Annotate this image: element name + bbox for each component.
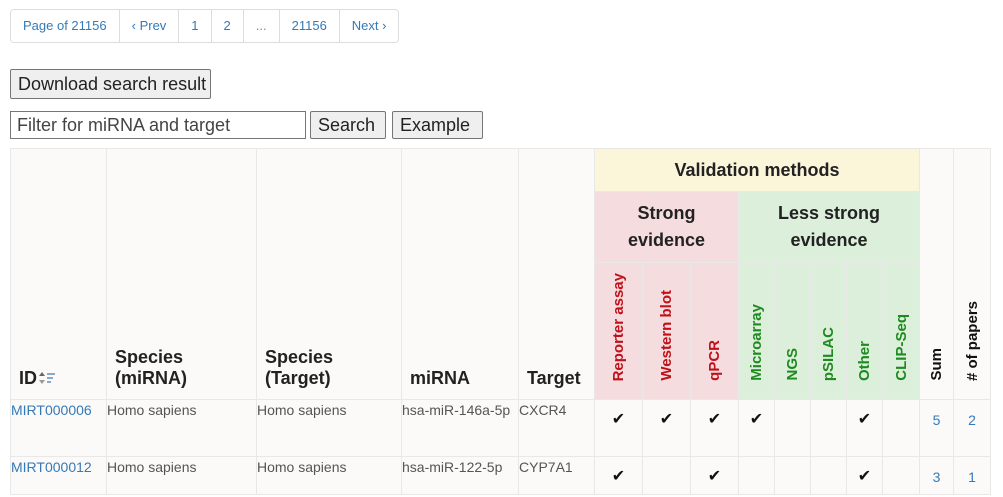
ngs-check-icon — [774, 456, 811, 495]
microarray-label: Microarray — [748, 304, 765, 381]
mirna-cell: hsa-miR-122-5p — [401, 456, 519, 495]
sum-link[interactable]: 5 — [919, 399, 955, 457]
clip-seq-check-icon — [881, 456, 921, 495]
less-strong-evidence-line1: Less strong — [778, 203, 881, 223]
species-mirna-cell: Homo sapiens — [106, 456, 257, 495]
western-blot-check-icon: ✔ — [642, 399, 691, 457]
download-search-result-button[interactable]: Download search result — [10, 69, 211, 99]
results-table: ID Species (miRNA) Species (Target) miRN… — [10, 148, 992, 495]
ngs-check-icon — [774, 399, 811, 457]
qpcr-header: qPCR — [690, 262, 739, 400]
sum-header-label: Sum — [928, 348, 946, 381]
other-check-icon: ✔ — [846, 456, 883, 495]
mirt-id-link[interactable]: MIRT000006 — [10, 399, 107, 457]
papers-column-header: # of papers — [953, 148, 992, 400]
filter-input[interactable] — [10, 111, 306, 139]
western-blot-header: Western blot — [642, 262, 691, 400]
microarray-header: Microarray — [738, 262, 775, 400]
papers-link[interactable]: 1 — [953, 456, 992, 495]
next-page-link[interactable]: Next › — [338, 10, 399, 42]
species-mirna-header-line1: Species — [115, 347, 184, 367]
psilac-label: pSILAC — [820, 326, 837, 381]
clip-seq-header: CLIP-Seq — [881, 262, 921, 400]
reporter-assay-check-icon: ✔ — [594, 399, 643, 457]
validation-methods-header: Validation methods — [593, 148, 921, 192]
target-column-header: Target — [518, 148, 595, 400]
microarray-check-icon: ✔ — [738, 399, 775, 457]
qpcr-check-icon: ✔ — [690, 456, 739, 495]
target-cell: CXCR4 — [518, 399, 595, 457]
species-target-cell: Homo sapiens — [256, 456, 402, 495]
page-1-link[interactable]: 1 — [178, 10, 211, 42]
mirna-cell: hsa-miR-146a-5p — [401, 399, 519, 457]
sort-icon[interactable] — [38, 369, 56, 384]
mirt-id-link[interactable]: MIRT000012 — [10, 456, 107, 495]
species-target-header-line1: Species — [265, 347, 334, 367]
ngs-label: NGS — [784, 348, 801, 381]
last-page-link[interactable]: 21156 — [278, 10, 339, 42]
reporter-assay-header: Reporter assay — [594, 262, 643, 400]
papers-link[interactable]: 2 — [953, 399, 992, 457]
species-target-cell: Homo sapiens — [256, 399, 402, 457]
strong-evidence-line2: evidence — [627, 230, 706, 250]
search-button[interactable]: Search — [310, 111, 386, 139]
pagination: Page of 21156 ‹ Prev 1 2 ... 21156 Next … — [10, 9, 400, 43]
sum-link[interactable]: 3 — [919, 456, 955, 495]
species-target-column-header[interactable]: Species (Target) — [256, 148, 402, 400]
other-header: Other — [846, 262, 883, 400]
ngs-header: NGS — [774, 262, 811, 400]
qpcr-check-icon: ✔ — [690, 399, 739, 457]
id-column-header[interactable]: ID — [10, 148, 107, 400]
qpcr-label: qPCR — [706, 340, 723, 381]
species-mirna-column-header[interactable]: Species (miRNA) — [106, 148, 257, 400]
reporter-assay-check-icon: ✔ — [594, 456, 643, 495]
reporter-assay-label: Reporter assay — [610, 272, 627, 381]
psilac-check-icon — [810, 399, 847, 457]
target-cell: CYP7A1 — [518, 456, 595, 495]
table-row: MIRT000006 Homo sapiens Homo sapiens hsa… — [10, 399, 992, 457]
page-of-label: Page of 21156 — [11, 10, 119, 42]
psilac-header: pSILAC — [810, 262, 847, 400]
species-mirna-cell: Homo sapiens — [106, 399, 257, 457]
strong-evidence-header: Strong evidence — [594, 191, 739, 263]
clip-seq-check-icon — [881, 399, 921, 457]
page-2-link[interactable]: 2 — [210, 10, 243, 42]
id-header-label: ID — [19, 368, 37, 388]
prev-page-link[interactable]: ‹ Prev — [118, 10, 179, 42]
species-target-header-line2: (Target) — [265, 368, 331, 388]
table-row: MIRT000012 Homo sapiens Homo sapiens hsa… — [10, 456, 992, 495]
species-mirna-header-line2: (miRNA) — [115, 368, 187, 388]
less-strong-evidence-line2: evidence — [790, 230, 868, 250]
clip-seq-label: CLIP-Seq — [892, 314, 910, 381]
other-check-icon: ✔ — [846, 399, 883, 457]
mirna-column-header: miRNA — [401, 148, 519, 400]
strong-evidence-line1: Strong — [637, 203, 696, 223]
sum-column-header: Sum — [919, 148, 955, 400]
psilac-check-icon — [810, 456, 847, 495]
western-blot-check-icon — [642, 456, 691, 495]
papers-header-label: # of papers — [963, 300, 981, 381]
less-strong-evidence-header: Less strong evidence — [737, 191, 921, 263]
other-label: Other — [856, 340, 873, 381]
western-blot-label: Western blot — [658, 290, 675, 381]
example-button[interactable]: Example — [392, 111, 483, 139]
page-ellipsis: ... — [242, 10, 279, 42]
microarray-check-icon — [738, 456, 775, 495]
